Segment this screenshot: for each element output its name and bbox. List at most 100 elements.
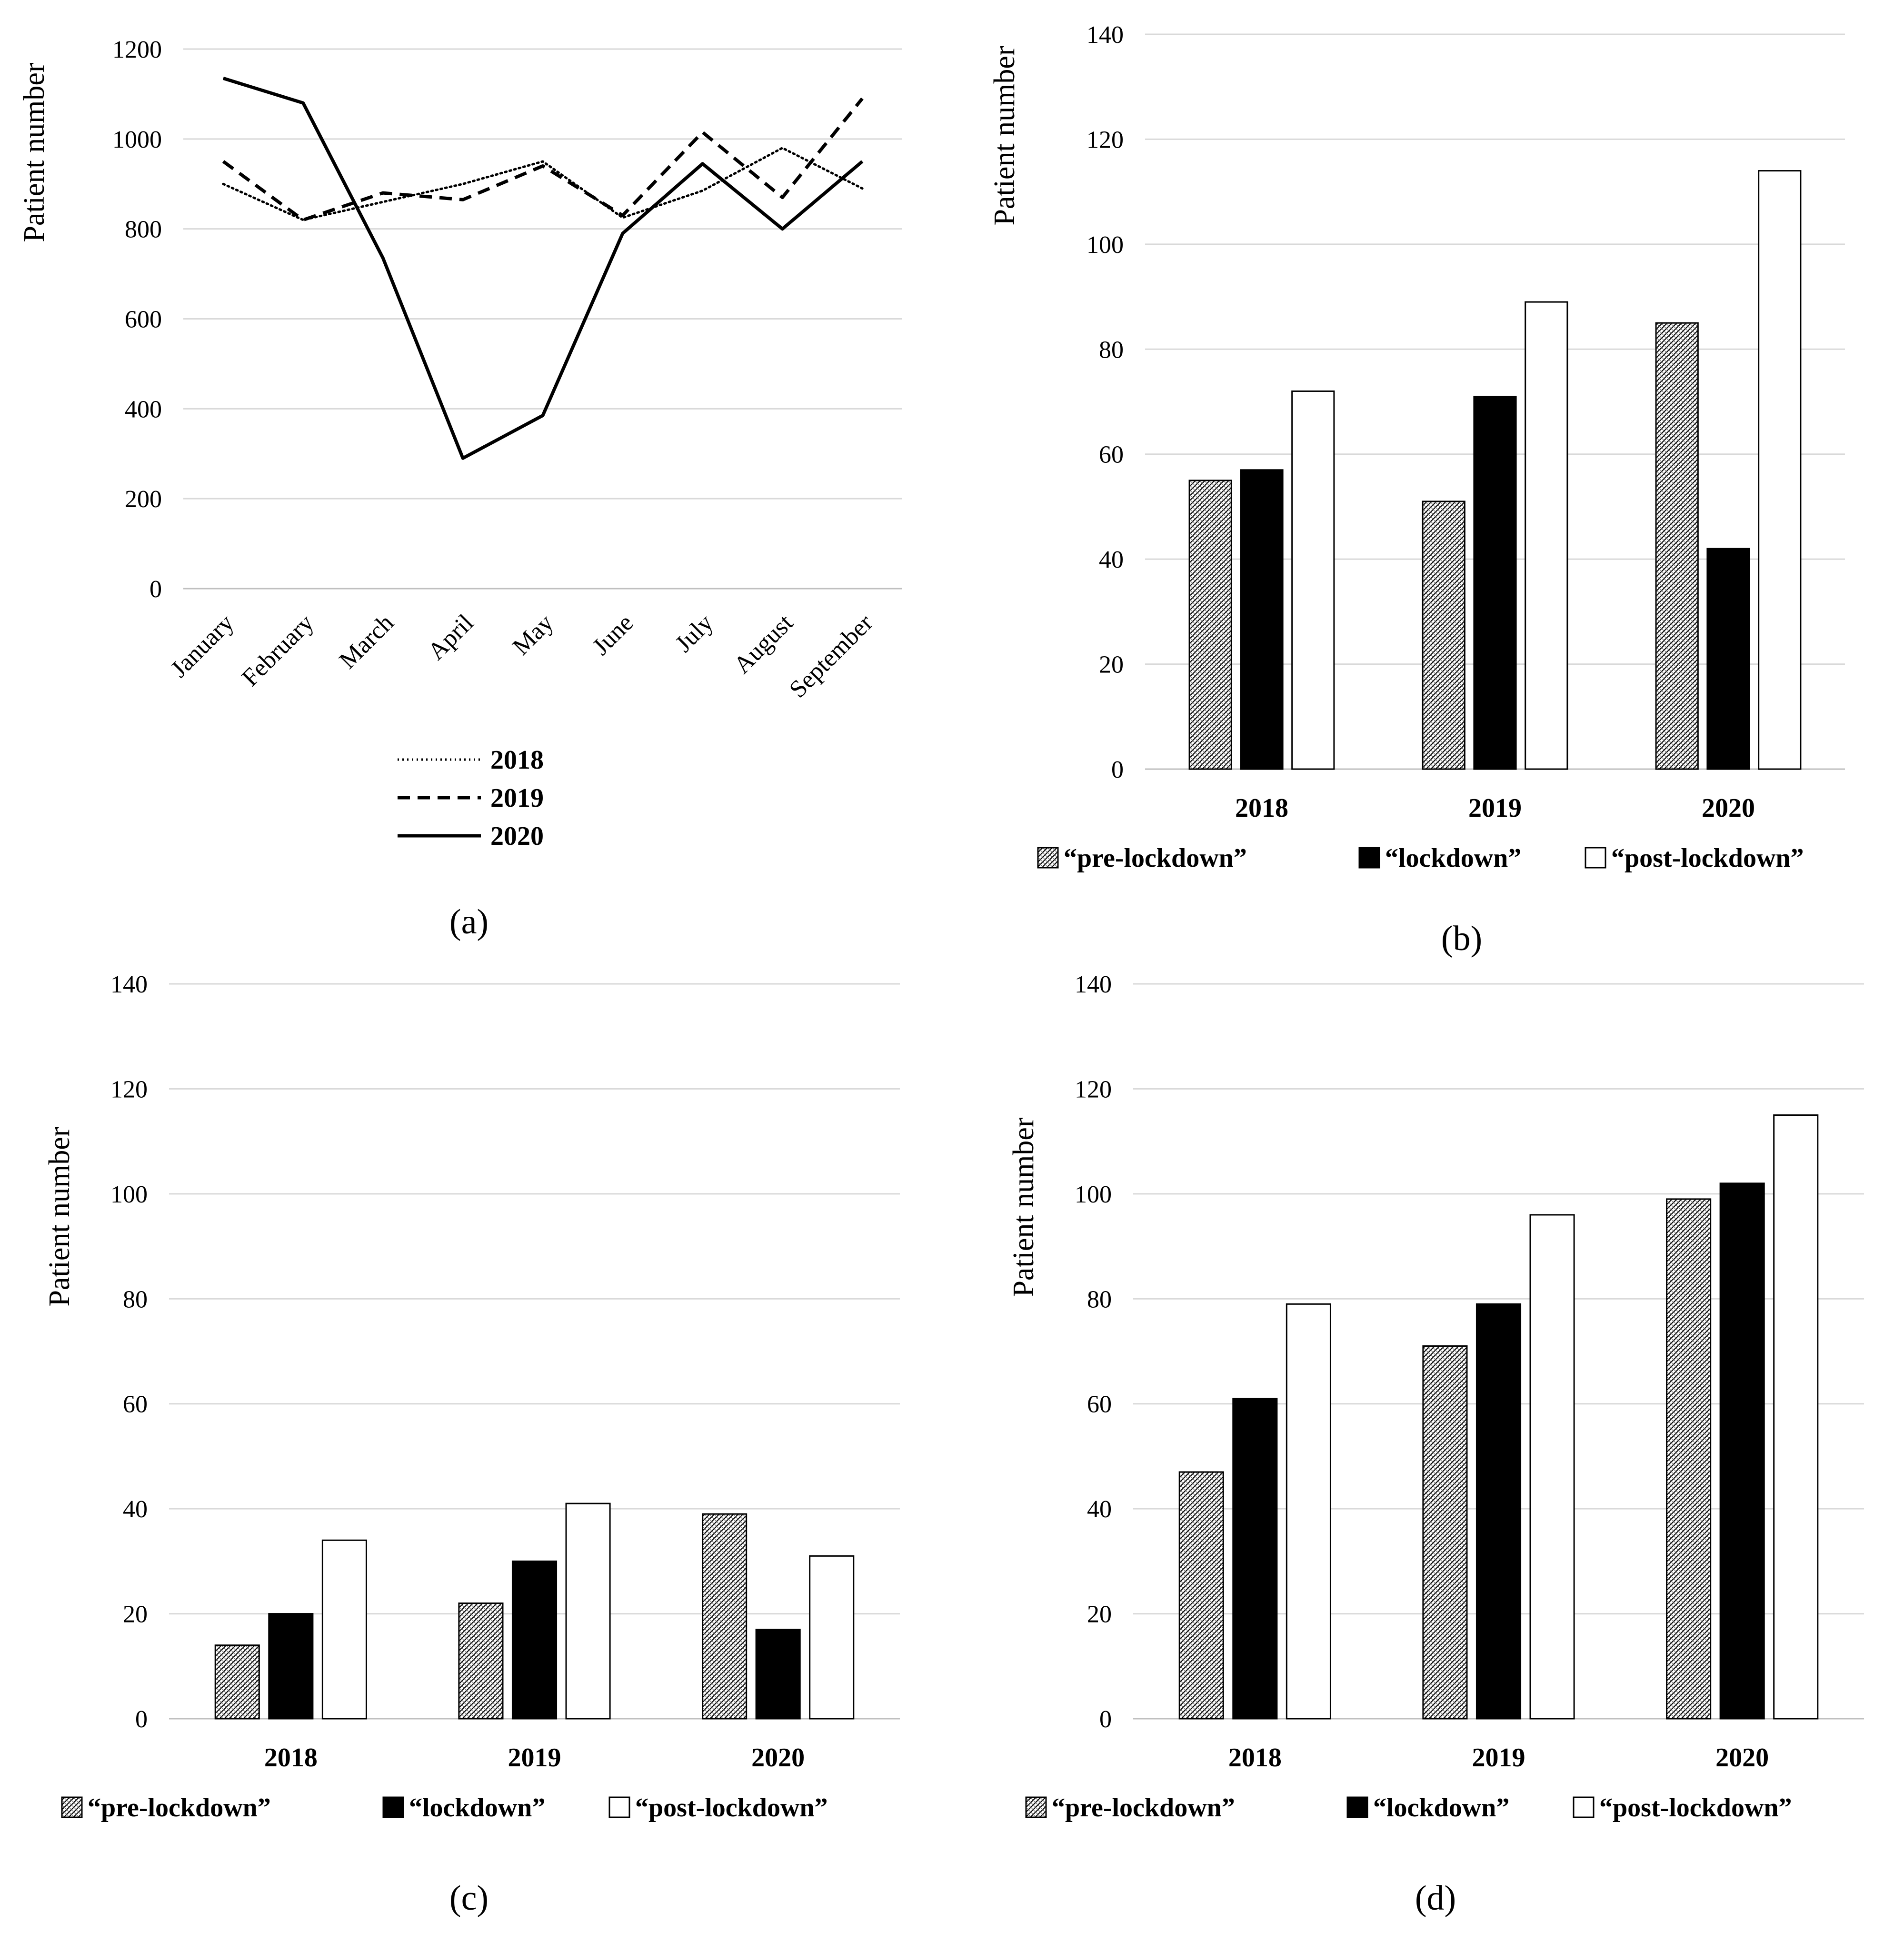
bar-2020-1: [755, 1629, 801, 1720]
y-tick-label: 140: [110, 971, 148, 998]
bar-2019-2: [565, 1502, 611, 1720]
y-tick-label: 80: [1087, 1286, 1112, 1313]
legend-label: 2018: [490, 745, 544, 775]
x-tick-label: January: [166, 609, 239, 683]
y-tick-label: 120: [110, 1076, 148, 1103]
y-tick-label: 60: [123, 1391, 148, 1418]
y-tick-label: 200: [125, 486, 162, 513]
y-axis-title: Patient number: [1007, 1117, 1040, 1297]
bar-2020-2: [1773, 1114, 1819, 1720]
legend-label: 2020: [490, 821, 544, 851]
legend-label: “post-lockdown”: [1611, 843, 1804, 873]
bar-2019-0: [458, 1602, 504, 1720]
legend-label: “lockdown”: [1373, 1793, 1509, 1823]
chart-panel-d: 0 20 40 60 80 100 120 140 Patient number (d) 2018 2…: [1007, 971, 1864, 1918]
data-point: [702, 132, 703, 133]
y-tick-label: 100: [1075, 1181, 1112, 1208]
legend-label: “post-lockdown”: [635, 1793, 828, 1823]
x-tick-label: 2020: [1702, 793, 1755, 823]
legend-swatch: [1037, 847, 1059, 869]
y-tick-label: 0: [1099, 1706, 1112, 1733]
bar-2018-1: [1240, 469, 1284, 770]
y-tick-label: 80: [123, 1286, 148, 1313]
bar-2020-2: [809, 1555, 855, 1720]
bar-2020-0: [1655, 322, 1699, 770]
bar-2019-0: [1422, 501, 1465, 770]
bar-2019-2: [1529, 1214, 1575, 1720]
y-tick-label: 140: [1087, 21, 1124, 49]
chart-panel-b: 0 20 40 60 80 100 120 140 Patient number (b) 2018 2…: [988, 21, 1845, 958]
series-line-2020: [222, 77, 864, 460]
y-tick-label: 0: [150, 576, 162, 603]
x-tick-label: 2020: [1715, 1743, 1769, 1773]
x-tick-label: June: [588, 609, 639, 661]
x-tick-label: July: [670, 609, 718, 658]
y-tick-label: 100: [110, 1181, 148, 1208]
y-tick-label: 40: [1087, 1496, 1112, 1523]
panel-label: (d): [1415, 1879, 1456, 1918]
y-tick-label: 120: [1087, 126, 1124, 153]
legend-label: “pre-lockdown”: [1064, 843, 1247, 873]
bar-2018-2: [1286, 1303, 1331, 1720]
y-tick-label: 20: [1099, 651, 1124, 679]
legend-label: “pre-lockdown”: [88, 1793, 271, 1823]
legend-label: “post-lockdown”: [1599, 1793, 1792, 1823]
y-axis-title: Patient number: [43, 1127, 76, 1306]
bar-2019-0: [1422, 1345, 1468, 1720]
x-tick-label: 2018: [264, 1743, 318, 1773]
legend-swatch: [382, 1796, 404, 1818]
bar-2018-1: [268, 1613, 314, 1720]
y-tick-label: 140: [1075, 971, 1112, 998]
legend-swatch: [1346, 1796, 1368, 1818]
legend-swatch: [61, 1796, 83, 1818]
bar-2019-1: [511, 1560, 558, 1720]
panel-label: (a): [449, 902, 488, 941]
y-tick-label: 60: [1099, 441, 1124, 469]
bar-2020-1: [1719, 1182, 1765, 1720]
x-tick-label: April: [423, 609, 479, 665]
series-line-2018: [222, 147, 864, 221]
bar-2018-2: [321, 1539, 367, 1720]
y-tick-label: 800: [125, 216, 162, 243]
legend-swatch: [1025, 1796, 1047, 1818]
y-tick-label: 40: [123, 1496, 148, 1523]
x-tick-label: March: [334, 609, 399, 674]
chart-panel-a: 0 200 400 600 800 1000 1200 Patient number (a) 20…: [18, 36, 902, 941]
bar-2019-2: [1525, 301, 1568, 770]
legend-swatch: [1585, 847, 1606, 869]
x-tick-label: May: [508, 609, 559, 661]
y-tick-label: 40: [1099, 546, 1124, 573]
bar-2018-0: [214, 1644, 260, 1720]
bar-2018-0: [1188, 480, 1232, 770]
legend-swatch: [1573, 1796, 1595, 1818]
bar-2020-1: [1706, 548, 1750, 770]
bar-2018-1: [1232, 1398, 1278, 1720]
x-tick-label: February: [237, 609, 319, 691]
y-tick-label: 60: [1087, 1391, 1112, 1418]
y-tick-label: 100: [1087, 231, 1124, 259]
bar-2019-1: [1475, 1303, 1522, 1720]
panel-label: (c): [449, 1879, 488, 1918]
x-tick-label: 2018: [1235, 793, 1288, 823]
y-tick-label: 20: [123, 1601, 148, 1628]
series-line-2019: [222, 97, 864, 222]
panel-label: (b): [1441, 919, 1482, 958]
bar-2018-2: [1291, 390, 1335, 770]
chart-panel-c: 0 20 40 60 80 100 120 140 Patient number (c) 2018 2…: [43, 971, 900, 1918]
bar-2019-1: [1473, 395, 1517, 770]
y-tick-label: 80: [1099, 336, 1124, 363]
y-tick-label: 0: [135, 1706, 148, 1733]
x-tick-label: 2020: [751, 1743, 805, 1773]
bar-2020-0: [702, 1513, 748, 1720]
bar-2018-0: [1178, 1471, 1224, 1720]
legend-label: “lockdown”: [1385, 843, 1521, 873]
y-tick-label: 1200: [112, 36, 162, 63]
bar-2020-0: [1666, 1198, 1712, 1720]
y-tick-label: 120: [1075, 1076, 1112, 1103]
legend-label: “lockdown”: [409, 1793, 545, 1823]
x-tick-label: 2018: [1228, 1743, 1282, 1773]
legend-swatch: [1358, 847, 1380, 869]
legend-label: 2019: [490, 783, 544, 813]
x-tick-label: 2019: [508, 1743, 561, 1773]
